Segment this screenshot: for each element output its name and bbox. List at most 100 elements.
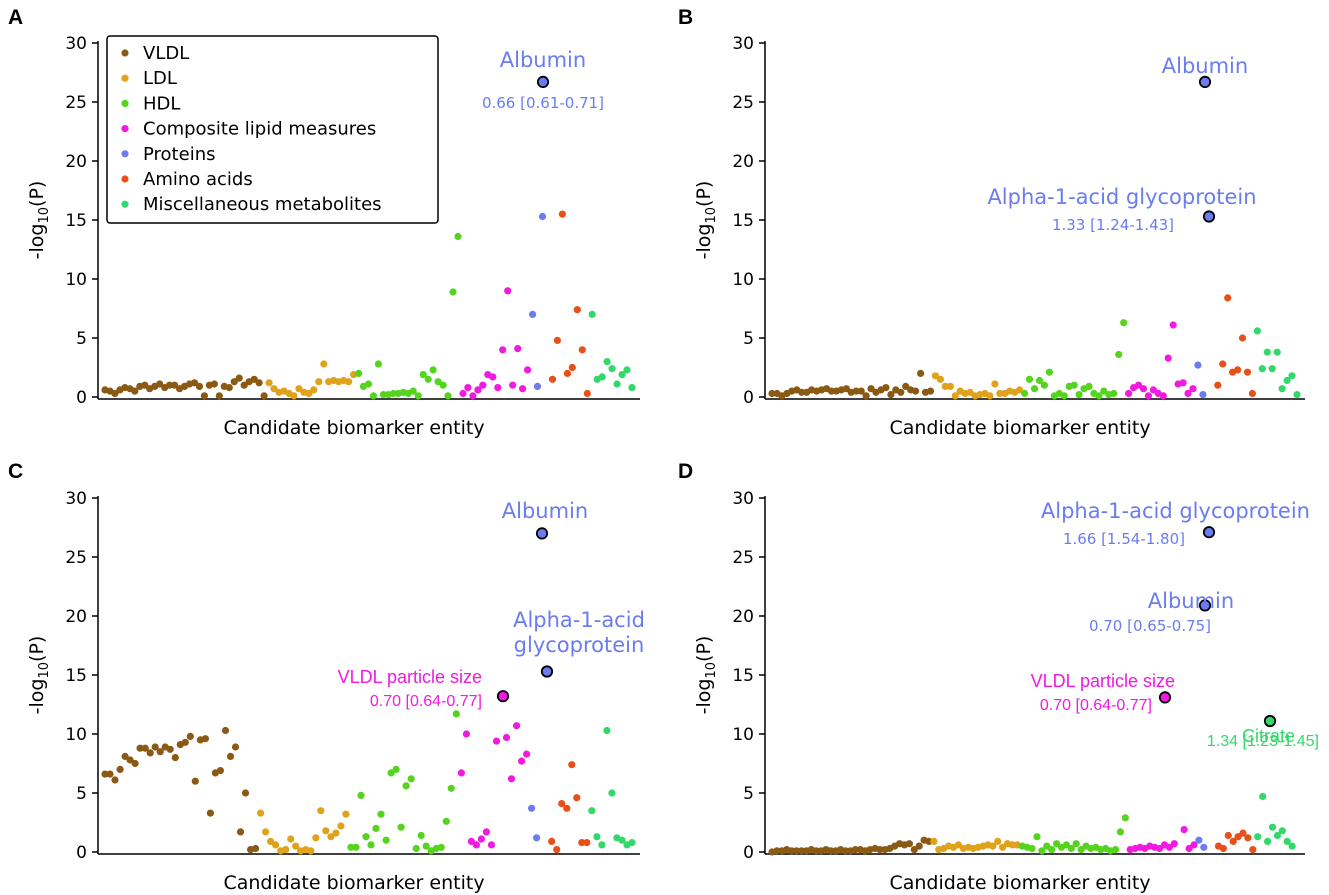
annotation-name: Alpha-1-acid glycoprotein — [1041, 499, 1310, 523]
data-point — [514, 345, 522, 353]
annotation-ci: 0.70 [0.65-0.75] — [1089, 617, 1211, 635]
data-point — [588, 807, 596, 815]
data-point — [1180, 826, 1188, 834]
data-point — [1244, 834, 1252, 842]
annotation-name: Albumin — [1162, 54, 1248, 78]
y-tick-label: 0 — [743, 388, 754, 408]
data-point — [1288, 372, 1296, 380]
y-tick-label: 0 — [76, 388, 87, 408]
data-point — [429, 366, 437, 374]
data-point — [533, 834, 541, 842]
highlighted-point — [536, 75, 550, 89]
data-point — [166, 381, 174, 389]
data-point — [1214, 381, 1222, 389]
data-point — [136, 744, 144, 752]
data-point — [372, 824, 380, 833]
data-point — [255, 379, 263, 387]
data-point — [513, 722, 521, 730]
data-point — [374, 360, 382, 368]
data-point — [613, 380, 621, 388]
data-point — [1195, 836, 1203, 844]
legend-label: Proteins — [143, 144, 215, 165]
data-point — [320, 360, 328, 368]
data-point — [166, 745, 174, 753]
data-point — [1243, 368, 1252, 376]
data-point — [548, 837, 556, 846]
legend-label: LDL — [143, 68, 177, 89]
data-point — [1283, 837, 1291, 846]
data-point — [195, 382, 204, 390]
x-axis-label: Candidate biomarker entity — [889, 872, 1150, 894]
data-point — [206, 809, 214, 817]
data-point — [862, 392, 870, 400]
data-point — [387, 769, 395, 777]
data-point — [623, 366, 631, 374]
data-point — [1224, 831, 1232, 840]
data-point — [322, 827, 330, 835]
annotation-ci: 1.34 [1.23-1.45] — [1207, 733, 1319, 750]
data-point — [191, 777, 199, 785]
data-point — [414, 392, 422, 400]
panel-letter: A — [8, 6, 23, 29]
data-point — [917, 369, 925, 377]
data-point — [171, 381, 179, 389]
data-point — [1070, 381, 1078, 389]
data-point — [407, 775, 415, 783]
y-tick-label: 20 — [732, 152, 754, 172]
panel-a: A 0 5 10 15 20 25 30 -log10(P) Candidate biomarke… — [8, 6, 640, 439]
highlighted-point — [1202, 526, 1216, 539]
data-point — [529, 310, 537, 318]
y-tick-label: 15 — [732, 666, 754, 686]
data-point — [449, 288, 457, 296]
data-point — [437, 843, 445, 851]
data-point — [225, 384, 233, 392]
legend-label: HDL — [143, 93, 180, 114]
data-point — [1248, 389, 1256, 398]
data-point — [1115, 350, 1123, 359]
data-point — [996, 389, 1004, 398]
data-point — [477, 835, 485, 843]
data-point — [419, 371, 427, 379]
data-point — [528, 804, 536, 812]
data-point — [1159, 392, 1167, 400]
data-point — [141, 744, 149, 752]
data-point — [210, 380, 218, 388]
annotation-name-line2: glycoprotein — [514, 633, 645, 657]
annotation-name: Albumin — [502, 499, 588, 523]
data-point — [1219, 360, 1227, 368]
annotation-name: Albumin — [1148, 589, 1234, 613]
data-point — [553, 336, 562, 344]
data-point — [1110, 389, 1118, 398]
data-point — [598, 841, 606, 849]
data-point — [1288, 842, 1296, 850]
data-point — [226, 752, 235, 761]
data-point — [558, 210, 567, 218]
data-point — [583, 839, 591, 847]
data-point — [1139, 385, 1148, 393]
data-point — [364, 380, 373, 388]
y-tick-label: 30 — [732, 34, 754, 54]
data-point — [1116, 828, 1124, 836]
data-point — [332, 829, 340, 837]
data-point — [578, 346, 586, 354]
data-point — [1259, 792, 1267, 801]
data-point — [1075, 391, 1083, 399]
annotation-ci: 1.66 [1.54-1.80] — [1063, 530, 1185, 548]
data-point — [1190, 841, 1198, 849]
data-point — [1229, 837, 1237, 846]
data-point — [345, 378, 353, 386]
data-point — [1283, 376, 1291, 385]
data-point — [524, 366, 532, 374]
legend-label: Composite lipid measures — [143, 119, 376, 140]
data-point — [905, 840, 914, 848]
data-point — [171, 754, 179, 762]
data-point — [287, 835, 295, 843]
data-point — [101, 770, 109, 778]
data-point — [502, 733, 511, 742]
data-point — [1072, 840, 1080, 848]
y-tick-label: 25 — [65, 93, 87, 113]
data-point — [201, 735, 209, 743]
annotation-name: VLDL particle size — [338, 667, 482, 687]
data-point — [504, 287, 512, 295]
